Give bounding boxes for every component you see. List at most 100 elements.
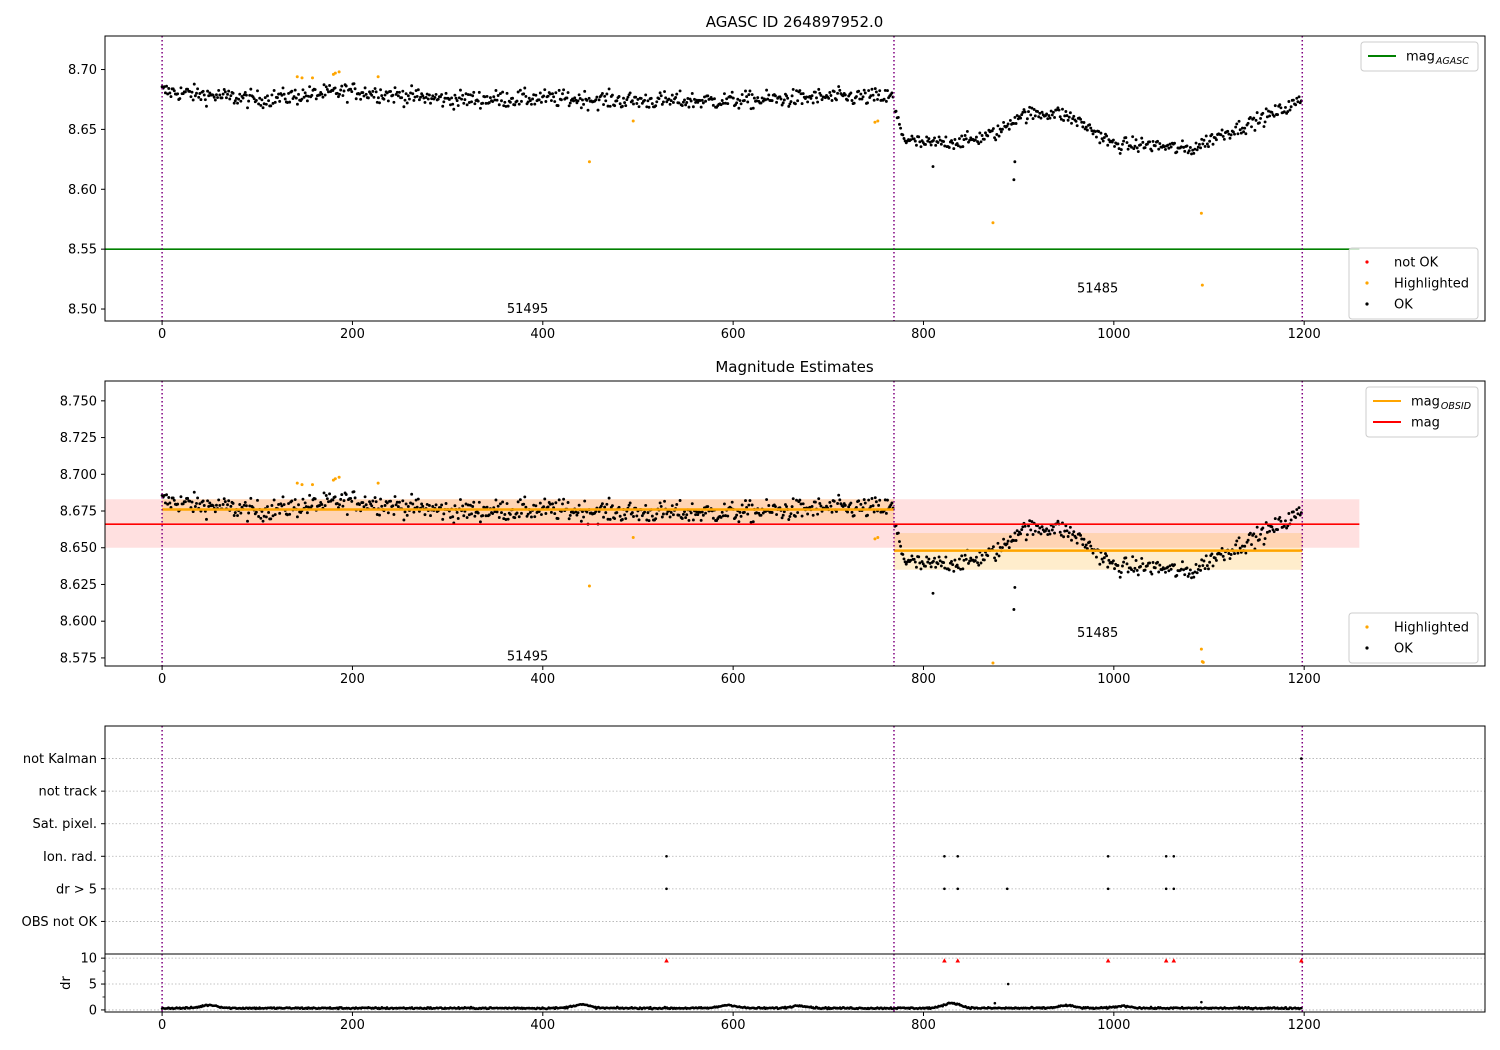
ok-point xyxy=(649,96,653,100)
ok-point xyxy=(603,505,607,509)
ok-point xyxy=(1084,543,1088,547)
ok-point xyxy=(657,97,661,101)
ok-point xyxy=(1125,562,1129,566)
ok-point xyxy=(858,97,862,101)
ok-point xyxy=(395,90,399,94)
ok-point xyxy=(1037,115,1041,119)
x-tick-label: 600 xyxy=(721,672,746,687)
ok-point xyxy=(863,501,867,505)
ok-point xyxy=(1048,532,1052,536)
ok-point xyxy=(823,96,827,100)
ok-point xyxy=(791,497,795,501)
ok-point xyxy=(931,165,935,168)
ok-point xyxy=(1099,131,1103,135)
ok-point xyxy=(678,499,682,502)
ok-point xyxy=(1214,138,1218,142)
ok-point xyxy=(1252,116,1256,120)
ok-point xyxy=(1111,138,1115,142)
ok-point xyxy=(738,510,742,514)
ok-point xyxy=(720,510,724,514)
ok-point xyxy=(829,94,833,97)
ok-point xyxy=(604,99,608,103)
ok-point xyxy=(322,491,326,495)
ok-point xyxy=(278,99,282,103)
ok-point xyxy=(305,511,309,515)
ok-point xyxy=(167,496,171,499)
ok-point xyxy=(1268,529,1272,533)
ok-point xyxy=(1134,138,1138,142)
ok-point xyxy=(301,497,305,501)
flag-point xyxy=(1164,854,1168,858)
ok-point xyxy=(425,92,429,96)
ok-point xyxy=(713,97,716,101)
ok-point xyxy=(774,505,777,509)
ok-point xyxy=(345,513,349,516)
ok-point xyxy=(262,514,266,518)
ok-point xyxy=(962,558,966,562)
ok-point xyxy=(764,98,767,102)
ok-point xyxy=(799,92,803,96)
ok-point xyxy=(188,89,192,93)
ok-point xyxy=(361,501,365,504)
ok-point xyxy=(599,504,603,508)
flags-axes-frame xyxy=(104,725,1486,955)
ok-point xyxy=(643,510,647,514)
ok-point xyxy=(1094,135,1098,139)
ok-point xyxy=(276,96,279,100)
ok-point xyxy=(1227,552,1231,555)
ok-point xyxy=(1023,524,1027,528)
ok-point xyxy=(1015,529,1019,533)
ok-point xyxy=(477,90,481,94)
ok-point xyxy=(799,502,803,506)
ok-point xyxy=(828,500,832,504)
ok-point xyxy=(1190,576,1193,580)
dr-over-limit-marker xyxy=(1299,958,1304,963)
ok-point xyxy=(573,96,577,100)
ok-point xyxy=(597,98,601,102)
ok-point xyxy=(1270,110,1274,114)
ok-point xyxy=(556,104,560,108)
ok-point xyxy=(618,102,622,106)
ok-point xyxy=(409,91,412,95)
ok-point xyxy=(172,498,176,502)
ok-point xyxy=(595,95,599,99)
ok-point xyxy=(172,89,176,93)
ok-point xyxy=(788,515,792,518)
ok-point xyxy=(980,134,984,137)
x-tick-label: 200 xyxy=(340,672,365,687)
ok-point xyxy=(1063,529,1067,533)
ok-point xyxy=(568,513,572,517)
ok-point xyxy=(1205,564,1209,568)
ok-point xyxy=(1038,526,1042,530)
ok-point xyxy=(1070,538,1073,542)
ok-point xyxy=(1291,510,1295,514)
ok-point xyxy=(635,102,639,105)
ok-point xyxy=(506,104,510,108)
ok-point xyxy=(162,493,166,497)
ok-point xyxy=(759,101,763,105)
ok-point xyxy=(493,510,497,514)
ok-point xyxy=(434,503,438,507)
ok-point xyxy=(770,510,774,514)
ok-point xyxy=(1268,114,1272,118)
ok-point xyxy=(1255,525,1259,529)
ok-point xyxy=(1200,137,1204,141)
ok-point xyxy=(978,131,982,135)
ok-point xyxy=(530,515,533,519)
ok-point xyxy=(395,500,399,504)
ok-point xyxy=(542,505,546,509)
ok-point xyxy=(950,139,953,143)
ok-point xyxy=(655,512,659,516)
ok-point xyxy=(476,511,480,515)
agasc-data-layer xyxy=(105,36,1360,321)
ok-point xyxy=(485,94,489,98)
ok-point xyxy=(898,540,901,543)
ok-point xyxy=(640,514,644,518)
ok-point xyxy=(793,514,797,518)
ok-point xyxy=(281,495,285,499)
ok-point xyxy=(721,101,725,105)
ok-point xyxy=(320,503,324,506)
ok-point xyxy=(751,106,755,110)
ok-point xyxy=(622,96,625,100)
